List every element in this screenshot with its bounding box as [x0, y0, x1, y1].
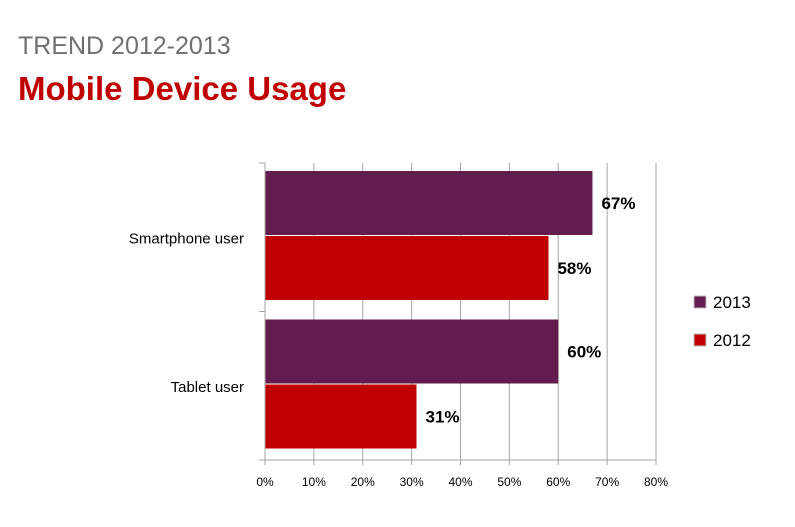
- data-label-2012-smartphone-user: 58%: [557, 259, 591, 278]
- legend: 2013 2012: [693, 293, 751, 350]
- bar-2013-tablet-user: [265, 319, 559, 384]
- bars: [265, 171, 593, 449]
- legend-label-2013: 2013: [713, 293, 751, 312]
- x-tick-label-0: 0%: [256, 475, 274, 489]
- x-tick-label-40: 40%: [448, 475, 472, 489]
- bar-2012-smartphone-user: [265, 236, 549, 300]
- axes: [259, 162, 657, 465]
- x-tick-label-20: 20%: [351, 475, 375, 489]
- x-tick-label-10: 10%: [302, 475, 326, 489]
- bar-2013-smartphone-user: [265, 171, 593, 235]
- bar-2012-tablet-user: [265, 384, 417, 449]
- data-label-2013-smartphone-user: 67%: [601, 194, 635, 213]
- x-tick-label-30: 30%: [400, 475, 424, 489]
- category-label-smartphone-user: Smartphone user: [129, 230, 244, 247]
- labels: 0% 10% 20% 30% 40% 50% 60% 70% 80% 67% 58% Smartpho…: [129, 194, 668, 489]
- x-tick-label-50: 50%: [497, 475, 521, 489]
- chart-title: Mobile Device Usage: [18, 70, 347, 107]
- legend-swatch-2013: [693, 295, 707, 309]
- category-label-tablet-user: Tablet user: [171, 379, 244, 396]
- legend-swatch-2012: [693, 333, 707, 347]
- data-label-2012-tablet-user: 31%: [426, 408, 460, 427]
- x-tick-label-60: 60%: [546, 475, 570, 489]
- x-tick-label-70: 70%: [595, 475, 619, 489]
- x-tick-label-80: 80%: [644, 475, 668, 489]
- legend-label-2012: 2012: [713, 331, 751, 350]
- chart-subtitle: TREND 2012-2013: [18, 32, 231, 60]
- data-label-2013-tablet-user: 60%: [567, 343, 601, 362]
